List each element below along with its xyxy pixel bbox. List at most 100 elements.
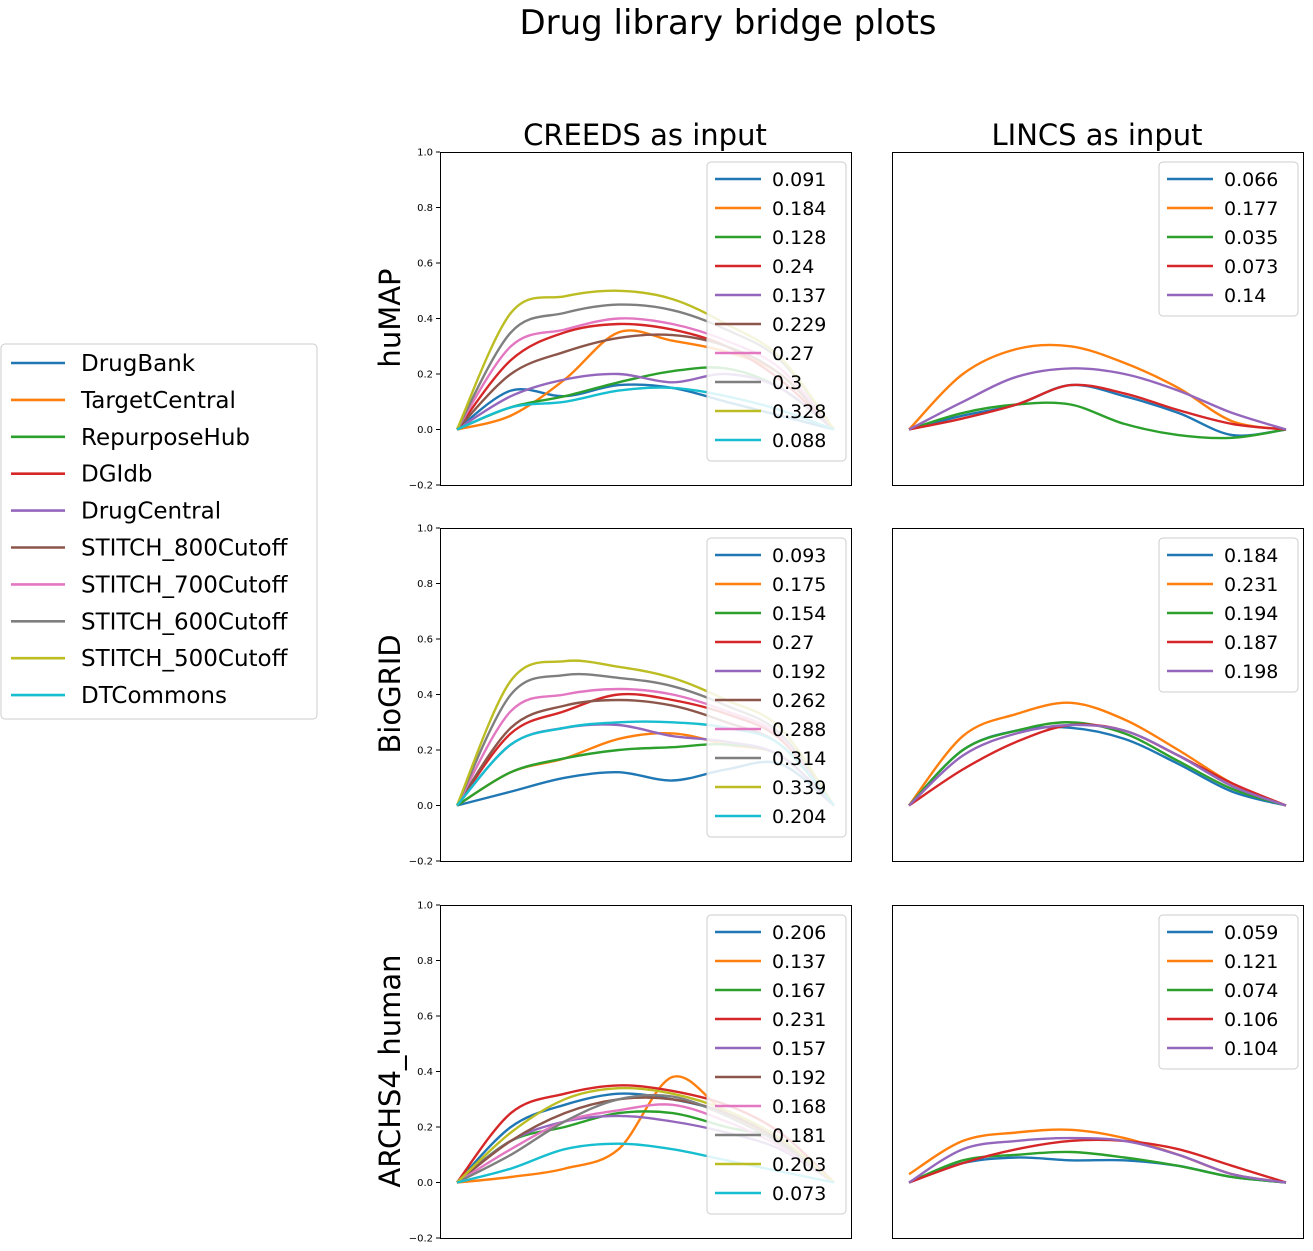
main-legend-label-stitch-800cutoff: STITCH_800Cutoff [81, 536, 289, 562]
panel-legend-label-drugbank: 0.091 [772, 169, 826, 191]
series-line-drugcentral-biogrid-lincs-as-input [908, 723, 1287, 807]
panel-legend-archs4-human-lincs-as-input: 0.059 0.121 0.074 0.106 0.104 [1158, 914, 1299, 1070]
column-title-creeds: CREEDS as input [523, 118, 767, 152]
panel-legend-label-stitch-700cutoff: 0.288 [772, 719, 826, 741]
series-line-repurposehub-humap-lincs-as-input [908, 401, 1287, 440]
main-legend-label-stitch-600cutoff: STITCH_600Cutoff [81, 609, 289, 635]
panel-legend-label-drugbank: 0.184 [1224, 545, 1278, 567]
panel-legend-label-targetcentral: 0.137 [772, 951, 826, 973]
panel-frame-humap-creeds-as-input [440, 152, 852, 486]
y-tick-label: 0.2 [417, 370, 433, 381]
figure-title: Drug library bridge plots [519, 3, 936, 43]
panel-legend-label-stitch-500cutoff: 0.339 [772, 777, 826, 799]
panel-legend-label-drugbank: 0.066 [1224, 169, 1278, 191]
panel-legend-label-stitch-800cutoff: 0.262 [772, 690, 826, 712]
main-legend: DrugBank TargetCentral RepurposeHub DGIdb Dr… [0, 343, 318, 720]
panel-legend-label-dgidb: 0.27 [772, 632, 814, 654]
panel-legend-label-stitch-500cutoff: 0.203 [772, 1154, 826, 1176]
panel-legend-label-drugbank: 0.206 [772, 922, 826, 944]
y-tick-label: 0.8 [417, 956, 433, 967]
series-line-drugbank-biogrid-lincs-as-input [908, 725, 1287, 807]
main-legend-label-stitch-700cutoff: STITCH_700Cutoff [81, 572, 289, 598]
panel-legend-label-dtcommons: 0.204 [772, 806, 826, 828]
y-tick-label: 1.0 [417, 148, 433, 159]
panel-legend-humap-lincs-as-input: 0.066 0.177 0.035 0.073 0.14 [1158, 161, 1299, 317]
main-legend-label-stitch-500cutoff: STITCH_500Cutoff [81, 646, 289, 672]
panel-legend-label-stitch-800cutoff: 0.192 [772, 1067, 826, 1089]
panel-legend-label-targetcentral: 0.177 [1224, 198, 1278, 220]
panel-frame-biogrid-lincs-as-input [892, 528, 1304, 862]
panel-legend-label-repurposehub: 0.074 [1224, 980, 1278, 1002]
main-legend-label-repurposehub: RepurposeHub [81, 425, 250, 451]
y-tick-label: 0.4 [417, 314, 433, 325]
y-tick-label: 0.2 [417, 1123, 433, 1134]
panel-legend-label-stitch-700cutoff: 0.168 [772, 1096, 826, 1118]
panel-legend-label-drugcentral: 0.192 [772, 661, 826, 683]
panel-legend-label-stitch-800cutoff: 0.229 [772, 314, 826, 336]
panel-legend-label-targetcentral: 0.231 [1224, 574, 1278, 596]
series-line-dgidb-humap-lincs-as-input [908, 383, 1287, 431]
panel-legend-label-dgidb: 0.073 [1224, 256, 1278, 278]
panel-legend-archs4-human-creeds-as-input: 0.206 0.137 0.167 0.231 0.157 0.192 0.168 0.181… [706, 914, 847, 1215]
panel-legend-label-dgidb: 0.231 [772, 1009, 826, 1031]
panels: 1.0 0.8 0.6 0.4 0.2 0.0 −0.2 0.091 0.184 0.128 0.2… [409, 148, 1304, 1245]
panel-legend-label-repurposehub: 0.035 [1224, 227, 1278, 249]
panel-frame-humap-lincs-as-input [892, 152, 1304, 486]
panel-legend-biogrid-creeds-as-input: 0.093 0.175 0.154 0.27 0.192 0.262 0.288 0.314 0… [706, 537, 847, 838]
y-tick-label: −0.2 [409, 857, 433, 868]
panel-legend-frame [1158, 537, 1299, 693]
y-tick-label: 0.0 [417, 1178, 433, 1189]
y-tick-label: 0.4 [417, 690, 433, 701]
y-tick-label: 0.8 [417, 579, 433, 590]
panel-humap-lincs-as-input: 0.066 0.177 0.035 0.073 0.14 [892, 152, 1304, 486]
column-title-lincs: LINCS as input [992, 118, 1203, 152]
main-legend-label-dtcommons: DTCommons [81, 683, 227, 709]
panel-legend-label-stitch-600cutoff: 0.314 [772, 748, 826, 770]
row-title-humap: huMAP [373, 268, 407, 367]
panel-biogrid-lincs-as-input: 0.184 0.231 0.194 0.187 0.198 [892, 528, 1304, 862]
y-tick-label: 0.2 [417, 746, 433, 757]
y-tick-label: 0.4 [417, 1067, 433, 1078]
panel-legend-label-drugcentral: 0.198 [1224, 661, 1278, 683]
series-line-drugcentral-humap-lincs-as-input [908, 367, 1287, 431]
series-line-repurposehub-archs4-human-lincs-as-input [908, 1150, 1287, 1184]
y-tick-label: −0.2 [409, 481, 433, 492]
y-tick-label: 0.0 [417, 425, 433, 436]
panel-archs4-human-creeds-as-input: 1.00.80.60.40.20.0−0.20.2060.1370.1670.2… [409, 901, 852, 1245]
panel-legend-biogrid-lincs-as-input: 0.184 0.231 0.194 0.187 0.198 [1158, 537, 1299, 693]
panel-legend-label-dgidb: 0.187 [1224, 632, 1278, 654]
panel-legend-label-drugbank: 0.059 [1224, 922, 1278, 944]
y-tick-label: −0.2 [409, 1234, 433, 1245]
panel-legend-label-targetcentral: 0.175 [772, 574, 826, 596]
panel-legend-label-targetcentral: 0.184 [772, 198, 826, 220]
panel-legend-label-dgidb: 0.106 [1224, 1009, 1278, 1031]
panel-legend-label-targetcentral: 0.121 [1224, 951, 1278, 973]
y-tick-label: 0.8 [417, 203, 433, 214]
panel-frame-archs4-human-lincs-as-input [892, 905, 1304, 1239]
series-line-drugbank-humap-lincs-as-input [908, 383, 1287, 437]
panel-legend-label-dgidb: 0.24 [772, 256, 814, 278]
main-legend-label-drugcentral: DrugCentral [81, 499, 221, 525]
panel-legend-label-dtcommons: 0.088 [772, 430, 826, 452]
panel-legend-label-stitch-700cutoff: 0.27 [772, 343, 814, 365]
panel-biogrid-creeds-as-input: 1.0 0.8 0.6 0.4 0.2 0.0 −0.2 0.093 0.175 0.154 0.2… [409, 524, 852, 868]
panel-legend-label-repurposehub: 0.154 [772, 603, 826, 625]
y-tick-label: 0.6 [417, 259, 433, 270]
panel-legend-label-drugcentral: 0.14 [1224, 285, 1266, 307]
panel-legend-label-drugcentral: 0.137 [772, 285, 826, 307]
panel-legend-label-drugcentral: 0.104 [1224, 1038, 1278, 1060]
panel-legend-humap-creeds-as-input: 0.091 0.184 0.128 0.24 0.137 0.229 0.27 0.3 0.32… [706, 161, 847, 462]
y-tick-label: 1.0 [417, 524, 433, 535]
panel-legend-label-repurposehub: 0.167 [772, 980, 826, 1002]
main-legend-frame [0, 343, 318, 720]
panel-legend-label-repurposehub: 0.128 [772, 227, 826, 249]
y-tick-label: 0.6 [417, 635, 433, 646]
panel-frame-archs4-human-creeds-as-input [440, 905, 852, 1239]
panel-legend-frame [1158, 914, 1299, 1070]
series-line-dgidb-archs4-human-lincs-as-input [908, 1138, 1287, 1184]
main-legend-label-drugbank: DrugBank [81, 351, 196, 377]
y-tick-label: 1.0 [417, 901, 433, 912]
main-legend-label-targetcentral: TargetCentral [80, 388, 236, 414]
panel-humap-creeds-as-input: 1.0 0.8 0.6 0.4 0.2 0.0 −0.2 0.091 0.184 0.128 0.2… [409, 148, 852, 492]
